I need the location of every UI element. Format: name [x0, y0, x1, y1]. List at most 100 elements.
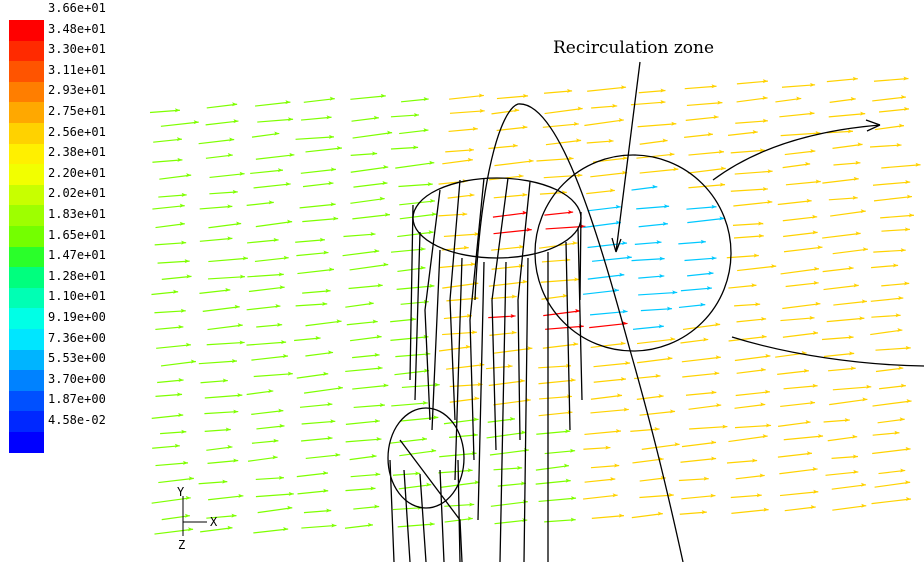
velocity-vector-head [656, 240, 662, 245]
velocity-vector-head [719, 216, 725, 221]
velocity-vector-head [766, 423, 772, 428]
velocity-vector-head [336, 145, 342, 150]
velocity-vector [829, 398, 868, 406]
legend-tick-label: 3.66e+01 [48, 1, 106, 15]
velocity-vector [684, 85, 717, 90]
velocity-vector [831, 455, 859, 459]
velocity-vector-head [853, 283, 859, 288]
velocity-vector-head [810, 400, 816, 405]
velocity-vector-head [904, 106, 910, 111]
legend-swatch [9, 308, 44, 330]
velocity-vector [353, 404, 385, 409]
velocity-vector [493, 228, 532, 235]
velocity-vector-head [620, 377, 626, 382]
velocity-vector-head [703, 476, 709, 481]
velocity-vector [685, 116, 719, 121]
velocity-vector [587, 86, 627, 92]
velocity-vector-head [474, 480, 480, 485]
velocity-vector-head [803, 368, 809, 373]
velocity-vector-head [472, 432, 478, 437]
velocity-vector-head [814, 266, 820, 271]
legend-tick-label: 4.58e-02 [48, 413, 106, 427]
velocity-vector [485, 365, 513, 370]
velocity-vector-head [905, 446, 911, 451]
velocity-vector-head [623, 407, 629, 412]
velocity-vector [880, 214, 915, 219]
velocity-vector [589, 310, 628, 316]
velocity-vector-head [469, 192, 475, 197]
velocity-vector-head [336, 319, 342, 324]
velocity-vector-head [605, 445, 611, 450]
velocity-vector-head [615, 429, 621, 434]
velocity-vector [782, 163, 811, 169]
velocity-vector-head [844, 417, 850, 422]
velocity-vector [832, 386, 872, 391]
velocity-vector [780, 317, 815, 322]
velocity-vector [688, 183, 726, 189]
legend-swatch [9, 20, 44, 42]
velocity-vector-head [860, 111, 866, 116]
recirculation-circle [534, 154, 732, 352]
velocity-vector-head [415, 471, 421, 476]
velocity-vector [871, 264, 899, 269]
velocity-vector-head [178, 378, 184, 383]
velocity-vector [152, 445, 180, 449]
velocity-vector [491, 109, 520, 115]
velocity-vector [731, 508, 769, 514]
velocity-vector-head [652, 184, 658, 189]
velocity-vector [342, 250, 380, 257]
velocity-vector-head [753, 253, 759, 258]
velocity-vector [248, 286, 285, 293]
velocity-vector-head [848, 335, 854, 340]
velocity-vector [688, 404, 722, 410]
velocity-vector-head [233, 458, 239, 463]
velocity-vector [204, 428, 231, 432]
velocity-vector [829, 98, 856, 103]
velocity-vector-head [570, 378, 576, 383]
velocity-vector-head [467, 516, 473, 521]
velocity-vector-head [608, 138, 614, 143]
velocity-vector [544, 450, 576, 455]
velocity-vector [637, 338, 676, 345]
velocity-vector [348, 284, 383, 290]
velocity-vector-head [618, 513, 624, 518]
velocity-vector [253, 373, 293, 378]
velocity-vector-head [268, 200, 274, 205]
velocity-vector-head [574, 277, 580, 282]
velocity-vector-head [708, 271, 714, 276]
velocity-vector-head [283, 526, 289, 531]
velocity-vector-head [512, 143, 518, 148]
velocity-vector-head [278, 475, 284, 480]
velocity-vector-head [239, 171, 245, 176]
velocity-vector [206, 446, 233, 451]
velocity-vector [726, 459, 758, 464]
velocity-vector-head [374, 352, 380, 357]
velocity-vector-head [527, 346, 533, 351]
velocity-vector [205, 120, 239, 126]
velocity-vector [872, 432, 900, 436]
velocity-vector-head [904, 281, 910, 286]
velocity-vector [489, 331, 517, 336]
velocity-vector-head [900, 383, 906, 388]
velocity-vector [584, 478, 616, 483]
velocity-vector-head [427, 182, 433, 187]
velocity-vector-head [658, 324, 664, 329]
tube-lines [389, 439, 463, 562]
velocity-vector [593, 378, 627, 383]
velocity-vector [587, 274, 625, 280]
velocity-vector-head [626, 255, 632, 260]
velocity-vector [353, 182, 388, 188]
velocity-vector-head [277, 168, 283, 173]
velocity-vector-head [319, 237, 325, 242]
velocity-vector-head [908, 213, 914, 218]
velocity-vector-head [236, 221, 242, 226]
velocity-vector [591, 105, 618, 109]
velocity-vector-head [525, 397, 531, 402]
velocity-vector-head [237, 393, 243, 398]
legend-tick-label: 3.48e+01 [48, 21, 106, 36]
velocity-vector [828, 367, 856, 372]
velocity-vector-head [758, 233, 764, 238]
legend-swatch [9, 411, 44, 433]
velocity-vector-head [711, 84, 717, 89]
velocity-vectors [149, 76, 921, 535]
